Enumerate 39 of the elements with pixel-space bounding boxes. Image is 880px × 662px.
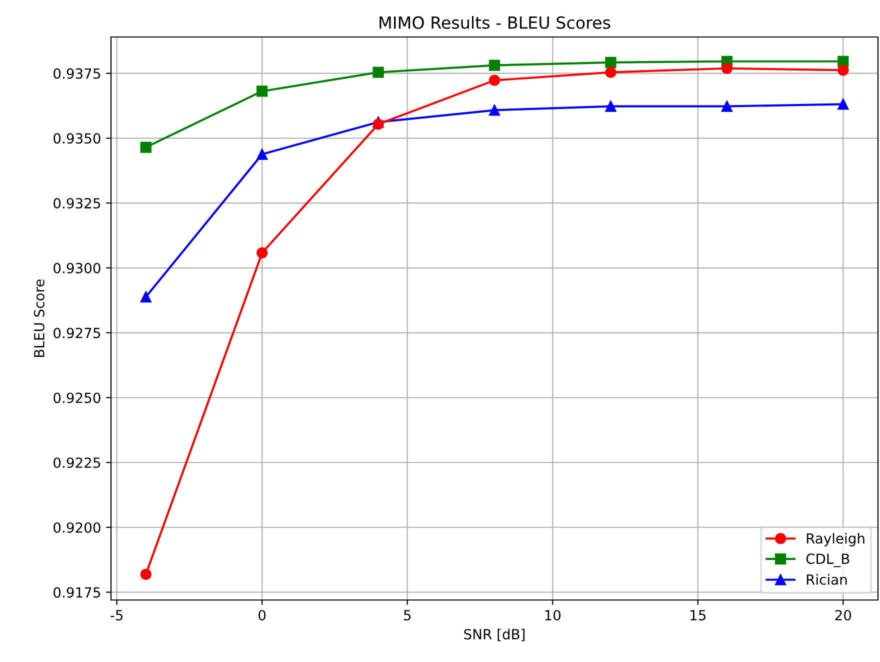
x-tick-label: 20 bbox=[835, 610, 852, 620]
point bbox=[372, 118, 384, 130]
legend-label: Rayleigh bbox=[806, 532, 864, 546]
point bbox=[721, 62, 732, 74]
y-tick-label: 0.9250 bbox=[54, 392, 100, 404]
y-tick-label: 0.9175 bbox=[54, 587, 100, 598]
point bbox=[488, 74, 500, 86]
point bbox=[838, 98, 849, 110]
point bbox=[838, 64, 849, 76]
point bbox=[721, 100, 732, 112]
point bbox=[256, 86, 268, 97]
x-tick-label: 15 bbox=[690, 610, 706, 620]
y-tick-label: 0.9375 bbox=[54, 68, 100, 79]
x-tick-label: 10 bbox=[545, 610, 561, 620]
y-tick-label: 0.9300 bbox=[54, 262, 100, 274]
y-tick-label: 0.9200 bbox=[54, 522, 100, 533]
legend-label: CDL_B bbox=[806, 554, 850, 568]
point bbox=[256, 148, 268, 160]
point bbox=[605, 100, 616, 112]
x-tick-label: 0 bbox=[258, 610, 266, 620]
point bbox=[605, 56, 616, 68]
x-tick-label: 5 bbox=[404, 610, 411, 620]
y-tick-label: 0.9325 bbox=[54, 198, 100, 209]
point bbox=[372, 66, 384, 78]
point bbox=[488, 104, 500, 116]
x-tick-label: -5 bbox=[110, 610, 123, 620]
point bbox=[256, 247, 268, 258]
y-tick-label: 0.9275 bbox=[54, 328, 100, 338]
y-axis-title: BLEU Score bbox=[34, 279, 44, 357]
legend-label: Rician bbox=[806, 574, 847, 585]
chart-title: MIMO Results - BLEU Scores bbox=[380, 16, 610, 29]
point bbox=[140, 142, 152, 153]
point bbox=[605, 66, 616, 78]
point bbox=[140, 291, 152, 303]
point bbox=[140, 568, 152, 580]
point bbox=[488, 60, 500, 71]
y-tick-label: 0.9350 bbox=[54, 133, 100, 144]
x-axis-title: SNR [dB] bbox=[464, 628, 525, 642]
y-tick-label: 0.9225 bbox=[54, 457, 100, 468]
